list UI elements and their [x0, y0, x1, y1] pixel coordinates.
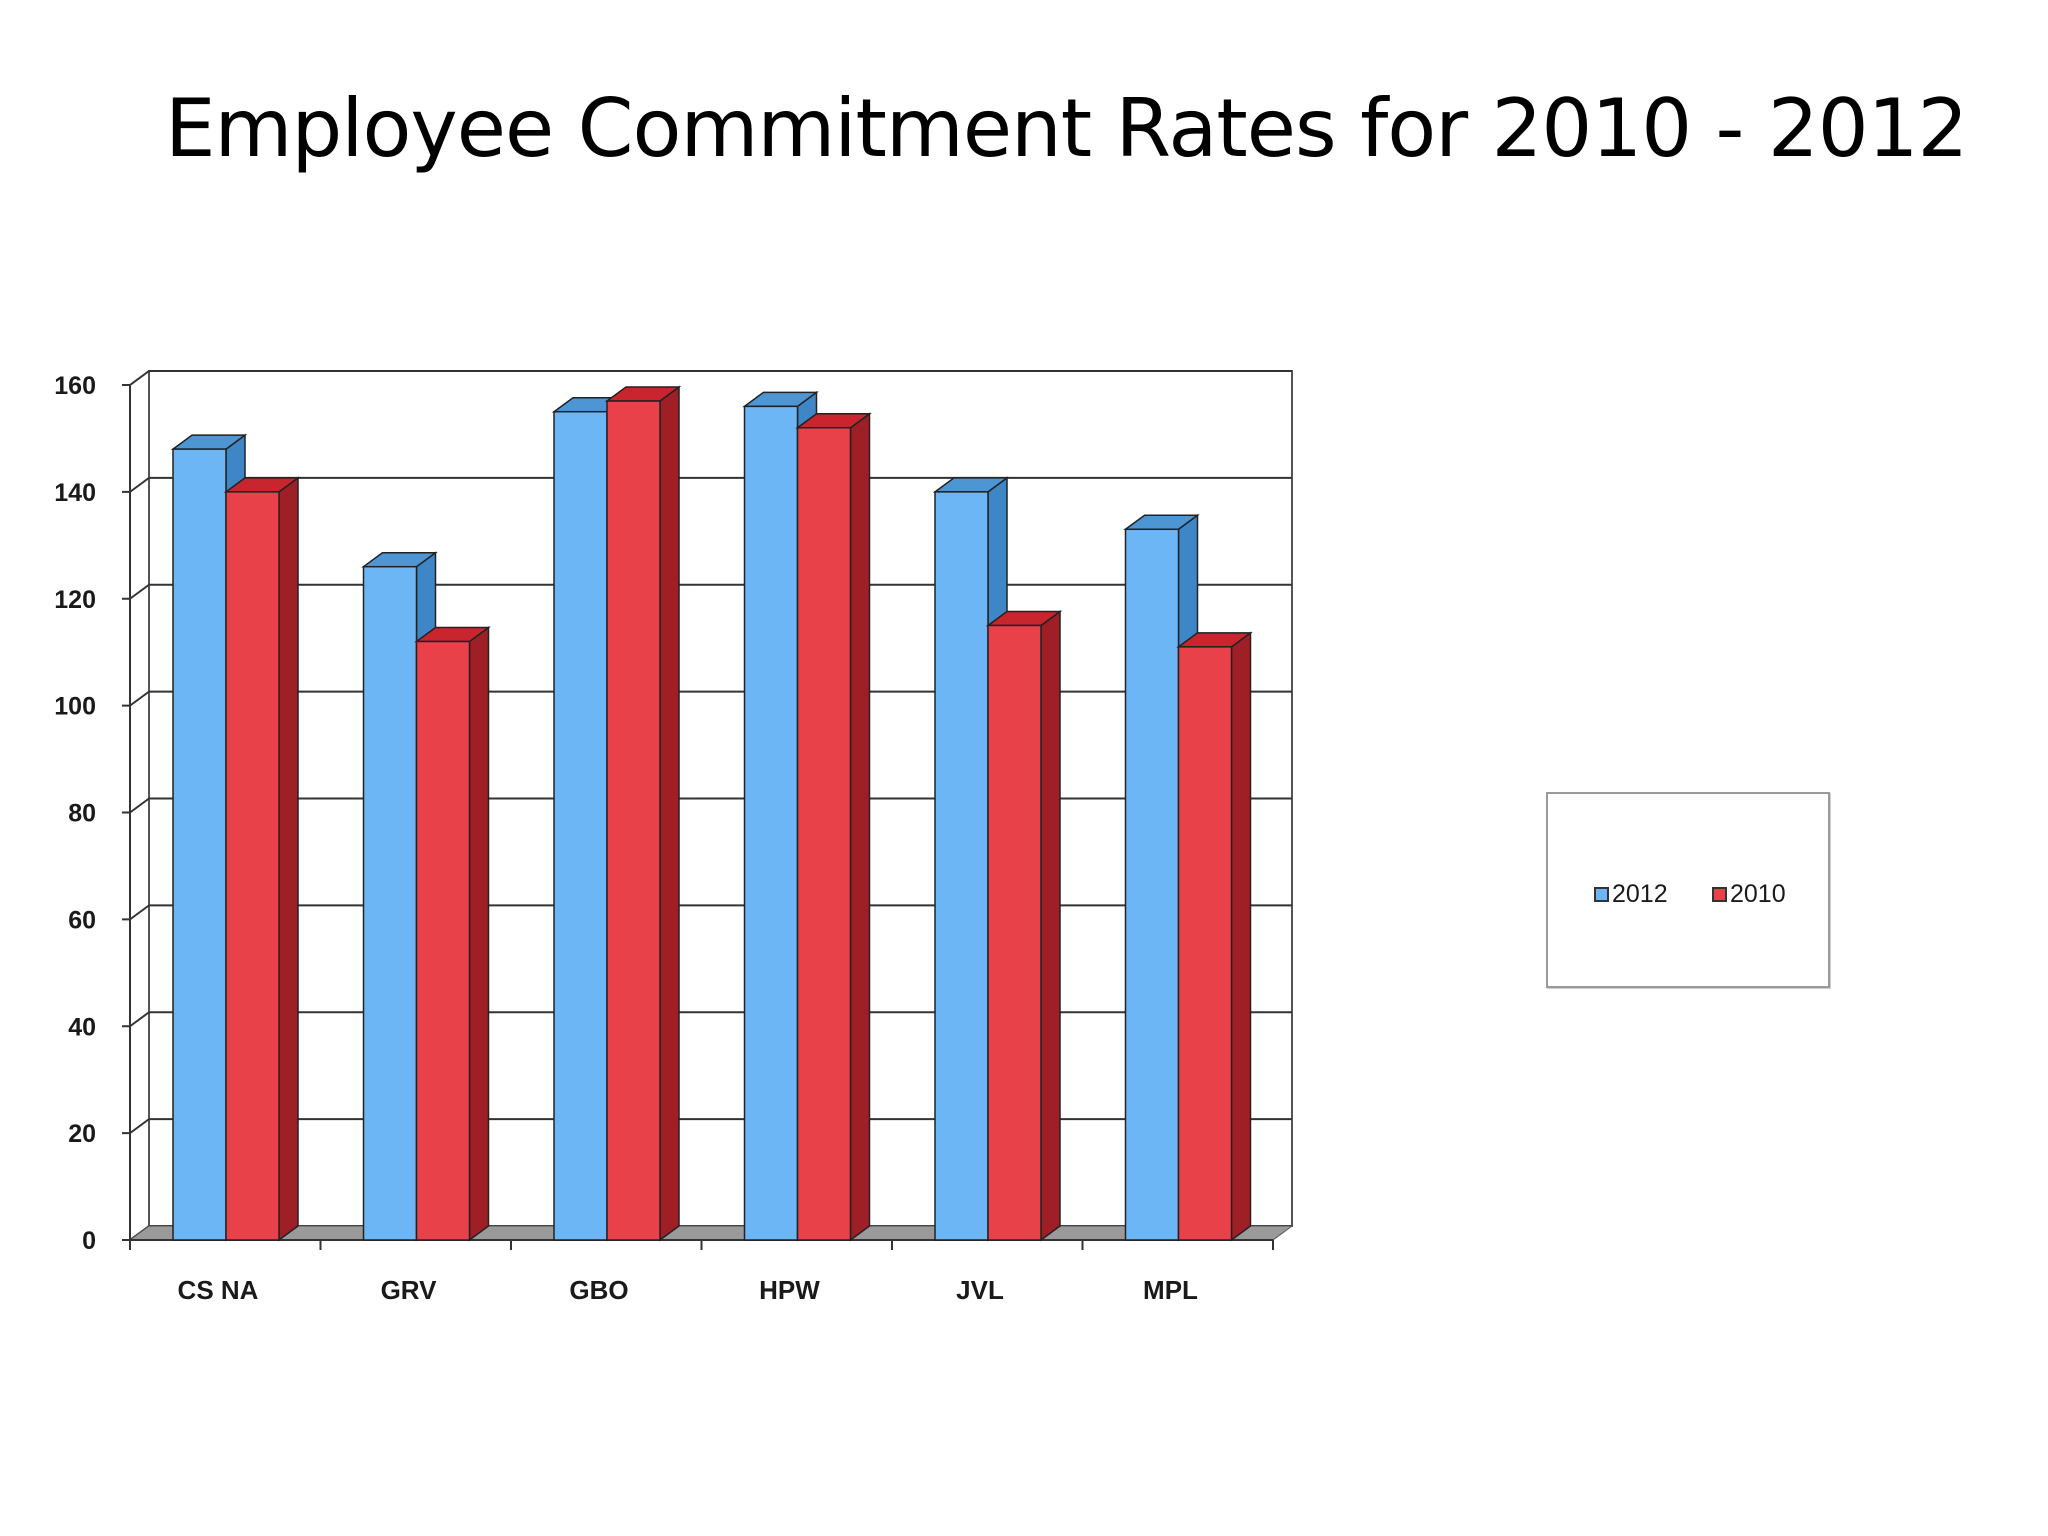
bar-side-2010-JVL	[1040, 609, 1061, 1242]
chart-labels: 0 20 40 60 80 100 120 140 160 CS NA GRV GBO HPW JVL MP…	[54, 372, 1198, 1305]
bar-side-2010-GBO	[659, 385, 680, 1242]
y-tick-label: 20	[68, 1120, 96, 1148]
y-tick-label: 40	[68, 1013, 96, 1041]
chart-legend: 2012 2010	[1546, 792, 1830, 988]
bar-2010-CS NA	[225, 491, 280, 1241]
y-tick-label: 60	[68, 906, 96, 934]
bar-side-2010-MPL	[1230, 631, 1252, 1242]
gridline-depth	[129, 904, 150, 921]
legend-swatch-2012	[1594, 887, 1609, 902]
gridline-depth	[129, 1011, 150, 1028]
y-tick-label: 120	[54, 586, 96, 614]
x-category-label: CS NA	[178, 1275, 259, 1305]
bar-2010-HPW	[796, 427, 852, 1241]
legend-label-2010: 2010	[1730, 880, 1786, 908]
gridline-depth	[129, 1118, 150, 1134]
bar-2010-GBO	[606, 400, 661, 1241]
bar-2012-GBO	[553, 410, 608, 1241]
legend-item-2010: 2010	[1712, 880, 1786, 909]
y-tick-label: 80	[68, 800, 96, 828]
bar-2012-GRV	[362, 565, 418, 1241]
bar-2010-GRV	[415, 640, 471, 1241]
bar-side-2010-HPW	[849, 412, 871, 1242]
legend-swatch-2010	[1712, 887, 1727, 902]
gridline-depth	[129, 477, 150, 493]
gridline-depth	[129, 690, 150, 707]
y-tick-label: 140	[54, 479, 96, 507]
bar-2012-JVL	[934, 491, 989, 1241]
x-category-label: GRV	[381, 1275, 438, 1305]
x-category-label: GBO	[569, 1275, 628, 1305]
bar-2010-MPL	[1177, 646, 1233, 1241]
legend-item-2012: 2012	[1594, 880, 1668, 909]
bar-side-2010-GRV	[468, 626, 490, 1242]
chart-axes	[122, 370, 1294, 1250]
x-category-label: HPW	[759, 1275, 820, 1305]
y-tick-label: 160	[54, 372, 96, 400]
x-category-label: JVL	[956, 1275, 1004, 1305]
x-category-label: MPL	[1143, 1275, 1198, 1305]
y-tick-label: 100	[54, 693, 96, 721]
gridline-depth	[129, 583, 150, 600]
gridline-depth	[129, 797, 150, 814]
bar-2012-MPL	[1124, 528, 1180, 1241]
y-tick-label: 0	[82, 1227, 96, 1255]
bar-2012-CS NA	[172, 448, 227, 1241]
plot-floor	[128, 1225, 1294, 1241]
bar-2010-JVL	[987, 624, 1042, 1241]
bar-side-2010-CS NA	[278, 476, 299, 1242]
legend-label-2012: 2012	[1612, 880, 1668, 908]
bar-2012-HPW	[743, 405, 799, 1241]
gridline-depth	[129, 370, 150, 386]
slide-title: Employee Commitment Rates for 2010 - 201…	[165, 82, 1968, 175]
chart-bars	[170, 385, 1253, 1242]
